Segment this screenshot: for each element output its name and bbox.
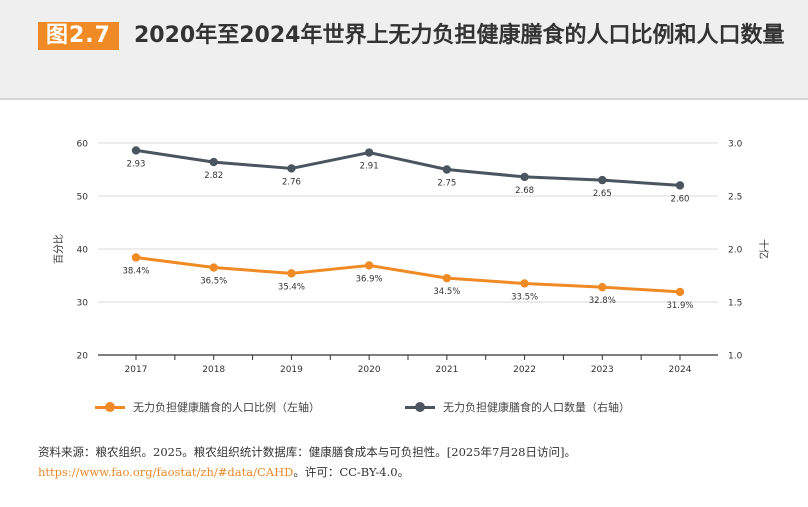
percent-data-point <box>520 279 529 288</box>
x-tick-label: 2020 <box>358 365 381 375</box>
y-left-tick-label: 20 <box>77 352 89 362</box>
y-right-tick-label: 1.0 <box>728 352 743 362</box>
percent-data-point <box>675 287 685 297</box>
count-data-label: 2.75 <box>437 179 456 189</box>
x-tick-label: 2018 <box>202 365 225 375</box>
figure-header: 2020年至2024年世界上无力负担健康膳食的人口比例和人口数量 图2.7 <box>0 0 808 100</box>
percent-data-point <box>598 282 607 292</box>
y-left-tick-label: 30 <box>77 299 89 309</box>
y-left-tick-label: 60 <box>77 140 89 150</box>
source-text: 资料来源：粮农组织。2025。粮农组织统计数据库：健康膳食成本与可负担性。[20… <box>38 445 576 459</box>
count-data-point <box>131 146 141 155</box>
percent-data-label: 34.5% <box>433 287 460 297</box>
legend-item-percent: 无力负担健康膳食的人口比例（左轴） <box>95 397 320 417</box>
count-data-label: 2.60 <box>671 194 690 204</box>
y-left-tick-label: 40 <box>77 246 89 256</box>
count-data-label: 2.68 <box>515 186 534 196</box>
count-data-point <box>598 175 607 185</box>
count-data-point <box>675 181 685 190</box>
y-right-tick-label: 2.0 <box>728 246 743 256</box>
percent-data-label: 33.5% <box>511 292 538 302</box>
legend-swatch-percent <box>95 402 125 412</box>
count-data-point <box>442 165 452 174</box>
percent-data-label: 38.4% <box>122 266 149 276</box>
percent-data-point <box>287 269 296 278</box>
percent-data-point <box>364 261 374 270</box>
percent-data-point <box>442 273 452 283</box>
legend-label-percent: 无力负担健康膳食的人口比例（左轴） <box>133 401 320 414</box>
percent-data-label: 36.9% <box>356 274 383 284</box>
count-data-point <box>520 172 529 182</box>
count-data-label: 2.93 <box>127 159 146 169</box>
y-right-tick-label: 1.5 <box>728 299 742 309</box>
source-note: 资料来源：粮农组织。2025。粮农组织统计数据库：健康膳食成本与可负担性。[20… <box>38 442 783 482</box>
x-tick-label: 2024 <box>669 365 692 375</box>
percent-data-point <box>131 253 141 262</box>
x-tick-label: 2017 <box>125 365 148 375</box>
y-right-tick-label: 2.5 <box>728 193 742 203</box>
legend-item-count: 无力负担健康膳食的人口数量（右轴） <box>405 397 630 417</box>
y-right-axis-title: 十亿 <box>757 239 770 259</box>
percent-data-label: 36.5% <box>200 277 227 287</box>
x-tick-label: 2022 <box>513 365 536 375</box>
x-tick-label: 2021 <box>435 365 458 375</box>
percent-data-label: 35.4% <box>278 282 305 292</box>
count-data-point <box>287 164 296 173</box>
percent-data-point <box>209 263 218 272</box>
x-tick-label: 2023 <box>591 365 614 375</box>
count-series-line <box>135 148 681 187</box>
count-data-label: 2.91 <box>360 162 379 172</box>
percent-data-label: 32.8% <box>589 296 616 306</box>
y-left-axis-title: 百分比 <box>53 234 65 264</box>
count-data-point <box>364 148 374 157</box>
source-link[interactable]: https://www.fao.org/faostat/zh/#data/CAH… <box>38 465 294 479</box>
license-text: 。许可：CC-BY-4.0。 <box>293 465 410 479</box>
count-data-label: 2.76 <box>282 177 301 187</box>
legend-label-count: 无力负担健康膳食的人口数量（右轴） <box>443 401 630 414</box>
legend-swatch-count <box>405 402 435 412</box>
chart-legend: 无力负担健康膳食的人口比例（左轴） 无力负担健康膳食的人口数量（右轴） <box>0 397 808 417</box>
figure-title: 2020年至2024年世界上无力负担健康膳食的人口比例和人口数量 <box>134 23 785 48</box>
count-data-label: 2.65 <box>593 189 612 199</box>
x-tick-label: 2019 <box>280 365 303 375</box>
y-right-tick-label: 3.0 <box>728 140 743 150</box>
percent-data-label: 31.9% <box>666 301 693 311</box>
percent-series-line <box>135 255 681 294</box>
line-chart: 20 30 40 50 60 1.0 1.5 2.0 2.5 3.0 2017 2018 2019 202… <box>53 140 770 376</box>
figure-number-badge: 图2.7 <box>38 22 119 50</box>
count-data-label: 2.82 <box>204 171 223 181</box>
chart-area: 20 30 40 50 60 1.0 1.5 2.0 2.5 3.0 2017 2018 2019 202… <box>0 100 808 430</box>
y-left-tick-label: 50 <box>77 193 89 203</box>
count-data-point <box>209 157 218 167</box>
